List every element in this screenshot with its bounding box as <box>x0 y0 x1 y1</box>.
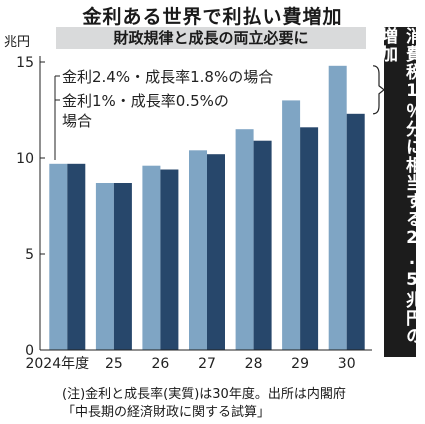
y-tick-label-1: 5 <box>25 247 34 263</box>
bar-series-2-5 <box>300 127 319 350</box>
bars-group <box>49 65 365 351</box>
bar-series-1-2 <box>142 165 161 350</box>
footnote-line-1: (注)金利と成長率(実質)は30年度。出所は内閣府 <box>62 387 346 402</box>
x-tick-label-3: 27 <box>198 356 216 372</box>
y-tick-label-2: 10 <box>16 151 34 167</box>
y-axis-unit: 兆円 <box>4 35 31 50</box>
x-tick-label-4: 28 <box>245 356 263 372</box>
y-tick-label-3: 15 <box>16 55 34 71</box>
bar-series-2-4 <box>253 140 272 350</box>
legend-series-1: 金利2.4%・成長率1.8%の場合 <box>62 68 273 86</box>
bar-series-1-6 <box>328 65 347 351</box>
legend-series-2-wrap: 場合 <box>62 112 92 130</box>
chart-title: 金利ある世界で利払い費増加 <box>82 6 343 28</box>
bar-series-1-3 <box>189 150 207 350</box>
bar-series-2-6 <box>346 113 365 350</box>
x-tick-label-2: 26 <box>151 356 169 372</box>
bar-series-1-4 <box>235 129 254 350</box>
x-tick-label-6: 30 <box>338 356 356 372</box>
bar-series-2-1 <box>113 183 132 350</box>
chart-subtitle: 財政規律と成長の両立必要に <box>56 27 366 49</box>
legend: 金利2.4%・成長率1.8%の場合 金利1%・成長率0.5%の 場合 <box>54 68 273 160</box>
axes-group: 2024年度 25 26 27 28 29 30 0 5 10 15 <box>16 55 372 372</box>
x-tick-label-1: 25 <box>105 356 123 372</box>
footnote-line-2: 「中長期の経済財政に関する試算」 <box>62 405 271 420</box>
callout-box: 消費税1％分に相当する2.5兆円の増加 <box>377 27 422 357</box>
legend-series-2: 金利1%・成長率0.5%の <box>62 92 229 110</box>
bar-series-2-3 <box>207 154 225 350</box>
x-tick-label-0: 2024年度 <box>25 356 89 372</box>
bar-series-2-0 <box>67 163 86 350</box>
bar-series-1-5 <box>282 100 301 351</box>
bar-series-2-2 <box>160 169 179 350</box>
bar-series-1-0 <box>49 163 68 350</box>
x-tick-label-5: 29 <box>291 356 309 372</box>
y-tick-label-0: 0 <box>25 343 34 359</box>
bar-series-1-1 <box>95 183 114 350</box>
